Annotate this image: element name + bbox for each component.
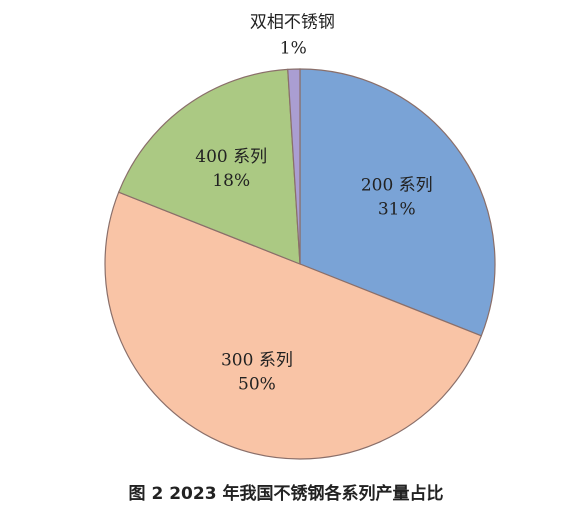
slice-label: 双相不锈钢 <box>250 13 335 33</box>
pie-slice <box>287 68 301 265</box>
slice-label: 200 系列 <box>361 176 433 196</box>
slice-value: 18% <box>212 171 250 191</box>
slice-value: 50% <box>238 374 276 394</box>
pie-slice <box>104 191 483 460</box>
pie-slice <box>117 68 301 265</box>
slice-value: 1% <box>280 39 307 59</box>
slice-label: 300 系列 <box>221 350 293 370</box>
chart-title: 图 2 2023 年我国不锈钢各系列产量占比 <box>129 483 444 504</box>
pie-slice <box>299 68 496 337</box>
slice-label: 400 系列 <box>195 147 267 167</box>
slice-value: 31% <box>378 200 416 220</box>
